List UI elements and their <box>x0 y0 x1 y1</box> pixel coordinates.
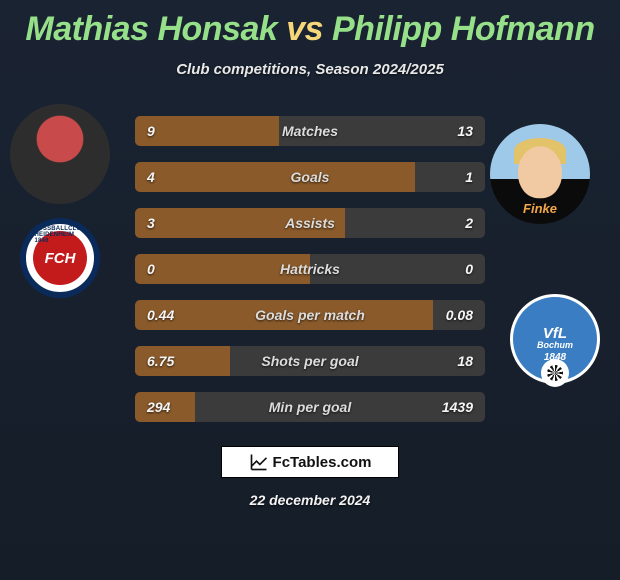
stat-value-right: 0.08 <box>446 307 473 323</box>
stat-value-right: 1439 <box>442 399 473 415</box>
stat-row: 0 Hattricks 0 <box>135 254 485 284</box>
stat-value-right: 13 <box>457 123 473 139</box>
stat-value-left: 294 <box>147 399 170 415</box>
club-right-ball-icon <box>541 359 569 387</box>
stat-label: Hattricks <box>280 261 340 277</box>
stats-container: 9Matches134Goals13Assists20Hattricks00.4… <box>135 116 485 422</box>
stat-label: Goals per match <box>255 307 365 323</box>
stat-row-content: 3 Assists 2 <box>135 208 485 238</box>
stat-value-left: 9 <box>147 123 155 139</box>
stat-row: 9 Matches 13 <box>135 116 485 146</box>
avatar-face <box>518 146 562 198</box>
stat-value-left: 3 <box>147 215 155 231</box>
stat-value-left: 0 <box>147 261 155 277</box>
date-text: 22 december 2024 <box>0 492 620 508</box>
stat-row-content: 9 Matches 13 <box>135 116 485 146</box>
stat-row-content: 4 Goals 1 <box>135 162 485 192</box>
stat-value-right: 1 <box>465 169 473 185</box>
stat-value-right: 0 <box>465 261 473 277</box>
player1-club-badge: FUSSBALLCLUB HEIDENHEIM 1846 FCH <box>20 218 100 298</box>
stat-value-left: 0.44 <box>147 307 174 323</box>
stat-row-content: 6.75 Shots per goal 18 <box>135 346 485 376</box>
stat-row: 6.75 Shots per goal 18 <box>135 346 485 376</box>
player2-avatar: Finke <box>490 124 590 224</box>
brand-text: FcTables.com <box>273 454 372 471</box>
stat-label: Assists <box>285 215 335 231</box>
stat-label: Matches <box>282 123 338 139</box>
player1-avatar <box>10 104 110 204</box>
brand-box: FcTables.com <box>221 446 399 478</box>
brand-chart-icon <box>249 452 269 472</box>
subtitle: Club competitions, Season 2024/2025 <box>0 61 620 78</box>
player2-name: Philipp Hofmann <box>332 10 595 48</box>
vs-text: vs <box>286 10 323 48</box>
player2-club-badge: VfL Bochum 1848 <box>510 294 600 384</box>
stat-value-right: 18 <box>457 353 473 369</box>
stat-value-left: 6.75 <box>147 353 174 369</box>
stat-row-content: 294 Min per goal 1439 <box>135 392 485 422</box>
stat-row-content: 0 Hattricks 0 <box>135 254 485 284</box>
club-right-city: Bochum <box>537 340 573 350</box>
club-left-ring-text: FUSSBALLCLUB HEIDENHEIM 1846 <box>34 226 85 244</box>
comparison-title: Mathias Honsak vs Philipp Hofmann <box>0 0 620 49</box>
stat-row: 0.44 Goals per match 0.08 <box>135 300 485 330</box>
player1-name: Mathias Honsak <box>25 10 277 48</box>
stat-row: 4 Goals 1 <box>135 162 485 192</box>
stat-label: Goals <box>291 169 330 185</box>
stat-label: Min per goal <box>269 399 351 415</box>
club-right-vfl: VfL <box>543 315 567 342</box>
stat-value-left: 4 <box>147 169 155 185</box>
stat-row: 3 Assists 2 <box>135 208 485 238</box>
avatar-sponsor: Finke <box>523 201 557 216</box>
stat-value-right: 2 <box>465 215 473 231</box>
stat-row: 294 Min per goal 1439 <box>135 392 485 422</box>
stat-label: Shots per goal <box>261 353 358 369</box>
stat-row-content: 0.44 Goals per match 0.08 <box>135 300 485 330</box>
